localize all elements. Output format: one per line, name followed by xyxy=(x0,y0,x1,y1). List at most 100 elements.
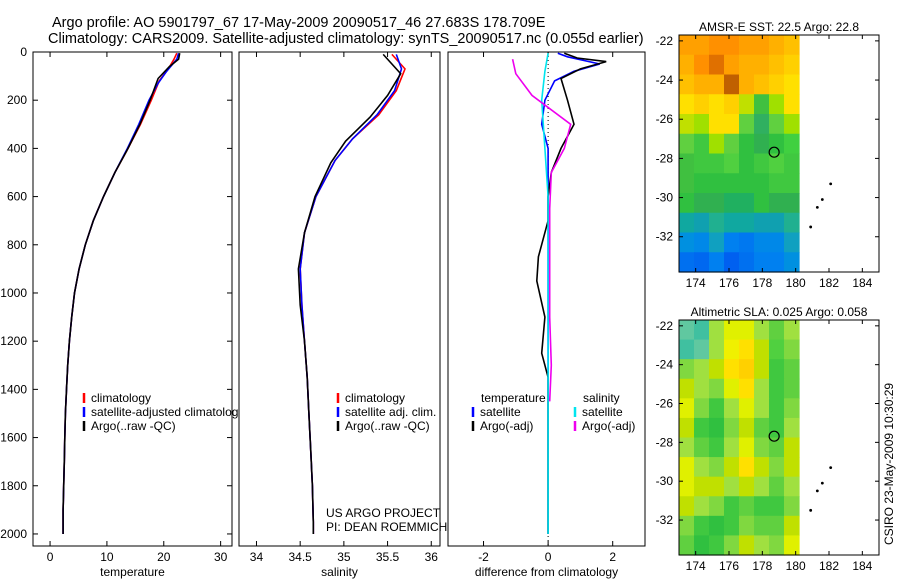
sst_map-heat-cell xyxy=(724,232,740,253)
sst_map-heat-cell xyxy=(724,114,740,135)
sla_map-heat-cell xyxy=(724,496,740,517)
difference-series-line xyxy=(540,53,549,534)
temperature-xtick-label: 30 xyxy=(214,550,228,564)
sla_map-track-point xyxy=(815,489,819,493)
sst_map-heat-cell xyxy=(724,193,740,214)
sla_map-track-point xyxy=(809,508,813,512)
sla_map-xtick-label: 184 xyxy=(852,559,872,573)
sst_map-heat-cell xyxy=(754,74,770,95)
sst_map-heat-cell xyxy=(739,133,755,155)
sla_map-heat-cell xyxy=(769,476,785,497)
sla_map-heat-cell xyxy=(769,457,785,478)
salinity-axes-box xyxy=(238,51,441,547)
sst_map-heat-cell xyxy=(694,232,710,253)
sla_map-heat-cell xyxy=(709,378,725,399)
sst_map-heat-cell xyxy=(769,193,785,214)
sla_map-heat-cell xyxy=(784,398,800,419)
salinity-legend-label: satellite adj. clim. xyxy=(345,405,436,419)
difference-legend-label: satellite xyxy=(582,405,623,419)
sla_map-ytick-label: -26 xyxy=(656,397,674,411)
sla_map-heat-cell xyxy=(784,378,800,399)
temperature-ytick-label: 1800 xyxy=(0,479,27,493)
sla_map-heat-cell xyxy=(784,437,800,458)
sst_map-track-point xyxy=(820,198,824,201)
sst_map-heat-cell xyxy=(694,133,710,155)
sla_map-heat-cell xyxy=(754,496,770,517)
sst_map-xtick-label: 176 xyxy=(719,276,739,290)
sla_map-heat-cell xyxy=(709,437,725,458)
difference-legend-label: Argo(-adj) xyxy=(480,419,533,433)
credit-pi: PI: DEAN ROEMMICH xyxy=(326,520,447,534)
sst_map-title: AMSR-E SST: 22.5 Argo: 22.8 xyxy=(699,20,859,34)
sst_map-heat-cell xyxy=(784,212,800,234)
temperature-ytick-label: 1400 xyxy=(0,382,27,396)
sst_map-heat-cell xyxy=(754,232,770,253)
sst_map-heat-cell xyxy=(694,114,710,135)
sst_map-heat-cell xyxy=(694,54,710,76)
sst_map-heat-cell xyxy=(709,54,725,76)
sst_map-axes-box xyxy=(678,34,880,273)
sla_map-heat-cell xyxy=(709,320,725,341)
sla_map-track-point xyxy=(829,466,833,470)
sla_map-heat-cell xyxy=(769,398,785,419)
sst_map-heat-cell xyxy=(769,252,785,273)
sla_map-axes-box xyxy=(678,319,880,556)
sst_map-heat-cell xyxy=(709,193,725,214)
salinity-xtick-label: 36 xyxy=(425,550,439,564)
sst_map-heat-cell xyxy=(709,232,725,253)
sla_map-heat-cell xyxy=(739,320,755,341)
sst_map-heat-cell xyxy=(679,94,695,115)
difference-axes-box xyxy=(447,51,646,547)
sla_map-heat-cell xyxy=(724,417,740,439)
sst_map-heat-cell xyxy=(679,212,695,234)
sla_map-heat-cell xyxy=(709,417,725,439)
sst_map-xtick-label: 180 xyxy=(786,276,806,290)
sst_map-xtick-label: 182 xyxy=(819,276,839,290)
sst_map-heat-cell xyxy=(784,54,800,76)
sla_map-heat-cell xyxy=(784,535,800,556)
sst_map-heat-cell xyxy=(739,54,755,76)
sst_map-ytick-label: -24 xyxy=(656,73,674,87)
sla_map-heat-cell xyxy=(694,359,710,380)
difference-legend-title: salinity xyxy=(583,391,620,405)
sst_map-heat-cell xyxy=(694,35,710,56)
sst_map-heat-cell xyxy=(784,114,800,135)
sst_map-track-point xyxy=(829,182,833,186)
sst_map-heat-cell xyxy=(739,35,755,56)
sla_map-heat-cell xyxy=(784,476,800,497)
sst_map-heat-cell xyxy=(709,153,725,174)
sla_map-heat-cell xyxy=(754,476,770,497)
sst_map-heat-cell xyxy=(724,54,740,76)
temperature-ytick-label: 200 xyxy=(7,93,27,107)
sst_map-heat-cell xyxy=(709,114,725,135)
sst_map-heat-cell xyxy=(724,94,740,115)
salinity-legend-label: climatology xyxy=(345,391,405,405)
sst_map-heat-cell xyxy=(679,173,695,194)
sst_map-heat-cell xyxy=(739,212,755,234)
sla_map-heat-cell xyxy=(784,457,800,478)
sla_map-heat-cell xyxy=(679,339,695,360)
sst_map-heat-cell xyxy=(754,153,770,174)
sla_map-heat-cell xyxy=(724,535,740,556)
salinity-legend-label: Argo(..raw -QC) xyxy=(345,419,430,433)
sla_map-xtick-label: 180 xyxy=(786,559,806,573)
sla_map-heat-cell xyxy=(769,339,785,360)
sla_map-heat-cell xyxy=(739,476,755,497)
sst_map-heat-cell xyxy=(739,74,755,95)
temperature-xlabel: temperature xyxy=(100,565,165,579)
temperature-xtick-label: 10 xyxy=(100,550,114,564)
difference-xtick-label: 0 xyxy=(545,550,552,564)
sst_map-ytick-label: -28 xyxy=(656,151,674,165)
header-line-2: Climatology: CARS2009. Satellite-adjuste… xyxy=(48,31,644,47)
sla_map-heat-cell xyxy=(784,496,800,517)
sla_map-heat-cell xyxy=(679,515,695,537)
sst_map-heat-cell xyxy=(754,114,770,135)
sst_map-heat-cell xyxy=(709,173,725,194)
sla_map-heat-cell xyxy=(679,457,695,478)
sst-map-panel: AMSR-E SST: 22.5 Argo: 22.8 174 176 178 180 1… xyxy=(656,20,880,290)
sla_map-heat-cell xyxy=(739,359,755,380)
sla_map-heat-cell xyxy=(694,535,710,556)
sst_map-heat-cell xyxy=(754,35,770,56)
